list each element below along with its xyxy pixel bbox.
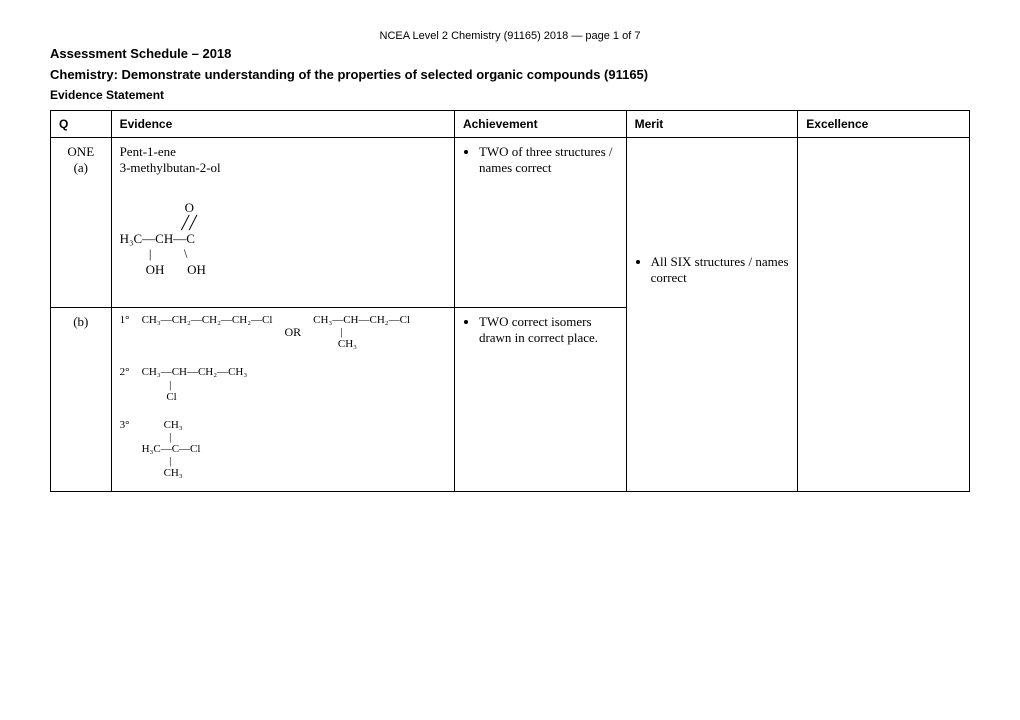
excellence-cell	[798, 138, 970, 492]
col-achievement-header: Achievement	[454, 111, 626, 138]
degree-label: 3°	[120, 419, 142, 431]
structure-row: 3° CH₃ | H₃C—C—Cl | CH₃	[120, 419, 446, 479]
structure-line: | \	[120, 246, 188, 261]
achievement-cell: TWO of three structures / names correct	[454, 138, 626, 308]
evidence-cell: Pent-1-ene 3-methylbutan-2-ol O ╱╱ H₃C—C…	[111, 138, 454, 308]
table-header-row: Q Evidence Achievement Merit Excellence	[51, 111, 970, 138]
chem-structure: CH₃—CH—CH₂—CH₃ | Cl	[142, 366, 248, 402]
page-header-line: NCEA Level 2 Chemistry (91165) 2018 — pa…	[50, 30, 970, 42]
structure-line: O	[120, 200, 194, 215]
document-page: NCEA Level 2 Chemistry (91165) 2018 — pa…	[0, 0, 1020, 522]
merit-cell: All SIX structures / names correct	[626, 138, 798, 492]
col-evidence-header: Evidence	[111, 111, 454, 138]
chem-structure: CH₃—CH—CH₂—Cl | CH₃	[313, 314, 410, 350]
assessment-table: Q Evidence Achievement Merit Excellence …	[50, 110, 970, 492]
structure-variant: CH₃—CH₂—CH₂—CH₂—Cl	[142, 314, 273, 326]
col-excellence-header: Excellence	[798, 111, 970, 138]
achievement-cell: TWO correct isomers drawn in correct pla…	[454, 308, 626, 492]
q-cell: ONE (a)	[51, 138, 112, 308]
document-title: Assessment Schedule – 2018	[50, 46, 970, 61]
evidence-statement-label: Evidence Statement	[50, 88, 970, 102]
table-row: ONE (a) Pent-1-ene 3-methylbutan-2-ol O …	[51, 138, 970, 308]
structure-line: ╱╱	[120, 215, 197, 230]
structure-row: 1° CH₃—CH₂—CH₂—CH₂—Cl OR CH₃—CH—CH₂—Cl |…	[120, 314, 446, 350]
structure-row: 2° CH₃—CH—CH₂—CH₃ | Cl	[120, 366, 446, 402]
degree-label: 2°	[120, 366, 142, 378]
degree-label: 1°	[120, 314, 142, 326]
achievement-item: TWO correct isomers drawn in correct pla…	[479, 314, 618, 346]
achievement-item: TWO of three structures / names correct	[479, 144, 618, 176]
chem-structure: CH₃ | H₃C—C—Cl | CH₃	[142, 419, 201, 479]
structure-variant: CH₃ | H₃C—C—Cl | CH₃	[142, 419, 201, 479]
structure-line: OH OH	[120, 262, 206, 277]
q-label-b: (b)	[73, 314, 88, 329]
document-subtitle: Chemistry: Demonstrate understanding of …	[50, 67, 970, 82]
col-merit-header: Merit	[626, 111, 798, 138]
merit-item: All SIX structures / names correct	[651, 254, 790, 286]
evidence-cell: 1° CH₃—CH₂—CH₂—CH₂—Cl OR CH₃—CH—CH₂—Cl |…	[111, 308, 454, 492]
q-cell: (b)	[51, 308, 112, 492]
structure-variant: CH₃—CH—CH₂—CH₃ | Cl	[142, 366, 248, 402]
col-q-header: Q	[51, 111, 112, 138]
chem-structure-a: O ╱╱ H₃C—CH—C | \ OH OH	[120, 184, 446, 293]
structure-variant: CH₃—CH—CH₂—Cl | CH₃	[313, 314, 410, 350]
chem-structure: CH₃—CH₂—CH₂—CH₂—Cl	[142, 314, 273, 326]
or-label: OR	[284, 325, 301, 340]
chem-name: 3-methylbutan-2-ol	[120, 160, 446, 176]
structure-line: H₃C—CH—C	[120, 231, 195, 246]
chem-name: Pent-1-ene	[120, 144, 446, 160]
q-label-a: ONE (a)	[67, 144, 94, 175]
